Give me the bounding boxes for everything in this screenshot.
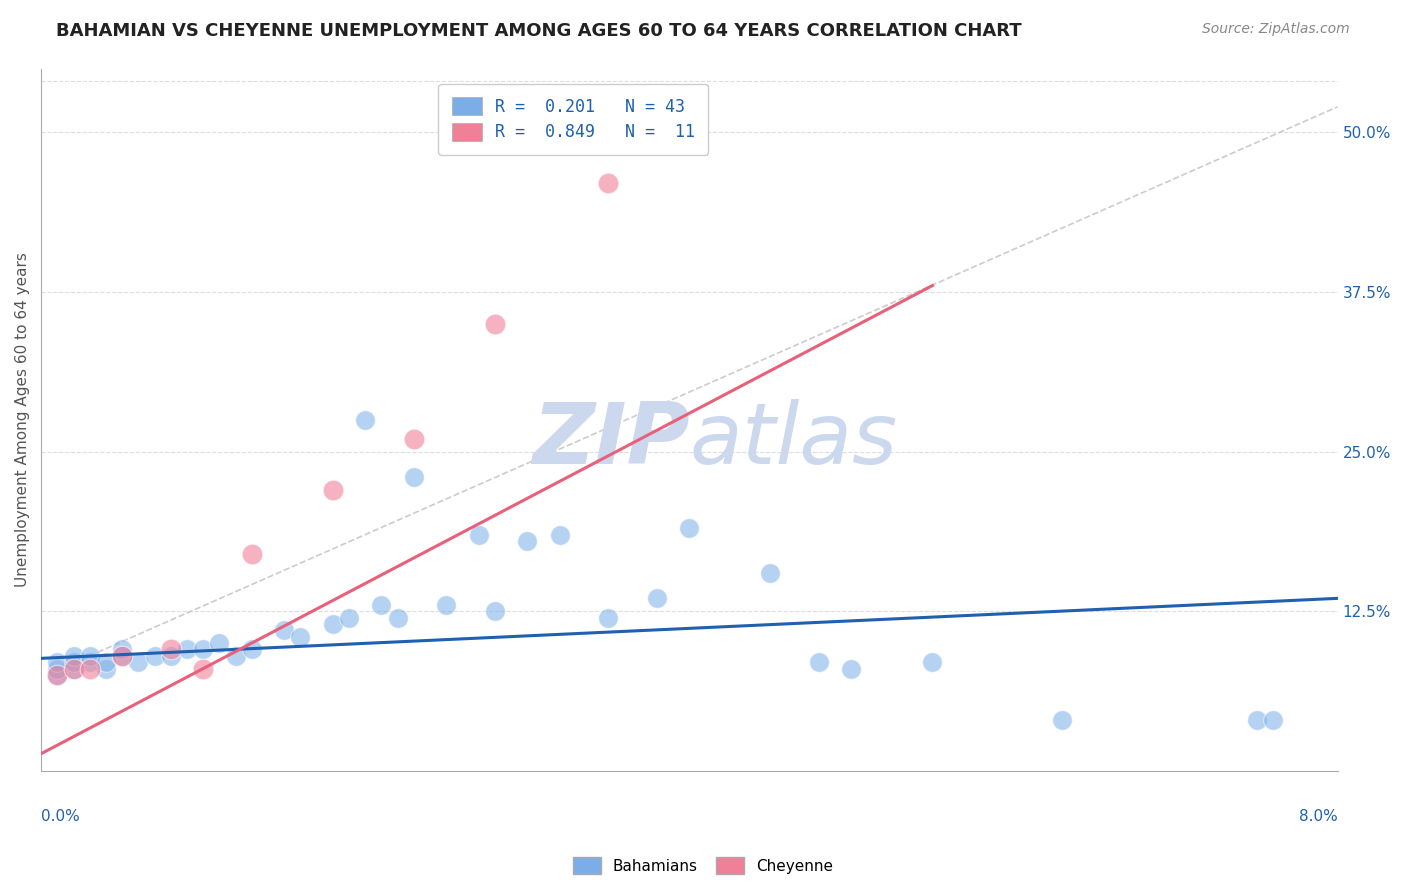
- Point: [240, 642, 263, 657]
- Point: [1050, 713, 1073, 727]
- Point: [548, 527, 571, 541]
- Point: [62, 662, 84, 676]
- Point: [46, 662, 69, 676]
- Text: Source: ZipAtlas.com: Source: ZipAtlas.com: [1202, 22, 1350, 37]
- Legend: R =  0.201   N = 43, R =  0.849   N =  11: R = 0.201 N = 43, R = 0.849 N = 11: [439, 84, 709, 154]
- Point: [62, 655, 84, 669]
- Point: [370, 598, 392, 612]
- Point: [467, 527, 489, 541]
- Point: [808, 655, 831, 669]
- Point: [94, 655, 117, 669]
- Point: [516, 533, 538, 548]
- Point: [79, 655, 101, 669]
- Y-axis label: Unemployment Among Ages 60 to 64 years: Unemployment Among Ages 60 to 64 years: [15, 252, 30, 587]
- Legend: Bahamians, Cheyenne: Bahamians, Cheyenne: [567, 851, 839, 880]
- Point: [402, 432, 425, 446]
- Point: [46, 655, 69, 669]
- Point: [193, 662, 215, 676]
- Text: BAHAMIAN VS CHEYENNE UNEMPLOYMENT AMONG AGES 60 TO 64 YEARS CORRELATION CHART: BAHAMIAN VS CHEYENNE UNEMPLOYMENT AMONG …: [56, 22, 1022, 40]
- Point: [79, 662, 101, 676]
- Point: [273, 624, 295, 638]
- Point: [598, 610, 620, 624]
- Point: [678, 521, 700, 535]
- Point: [208, 636, 231, 650]
- Point: [434, 598, 457, 612]
- Point: [354, 412, 377, 426]
- Point: [402, 470, 425, 484]
- Point: [598, 177, 620, 191]
- Point: [1261, 713, 1284, 727]
- Point: [111, 642, 134, 657]
- Point: [921, 655, 943, 669]
- Point: [127, 655, 149, 669]
- Point: [322, 483, 344, 497]
- Point: [484, 604, 506, 618]
- Point: [240, 547, 263, 561]
- Point: [111, 648, 134, 663]
- Point: [62, 648, 84, 663]
- Point: [1246, 713, 1268, 727]
- Text: 8.0%: 8.0%: [1299, 809, 1337, 824]
- Text: ZIP: ZIP: [531, 400, 689, 483]
- Point: [759, 566, 782, 580]
- Point: [484, 317, 506, 331]
- Point: [322, 616, 344, 631]
- Point: [159, 642, 181, 657]
- Point: [225, 648, 247, 663]
- Point: [159, 648, 181, 663]
- Point: [290, 630, 312, 644]
- Point: [79, 648, 101, 663]
- Point: [46, 668, 69, 682]
- Point: [62, 662, 84, 676]
- Point: [111, 648, 134, 663]
- Point: [176, 642, 198, 657]
- Point: [387, 610, 409, 624]
- Point: [143, 648, 166, 663]
- Point: [46, 668, 69, 682]
- Point: [841, 662, 863, 676]
- Point: [337, 610, 360, 624]
- Point: [645, 591, 668, 606]
- Point: [94, 662, 117, 676]
- Point: [193, 642, 215, 657]
- Text: atlas: atlas: [689, 400, 897, 483]
- Text: 0.0%: 0.0%: [41, 809, 80, 824]
